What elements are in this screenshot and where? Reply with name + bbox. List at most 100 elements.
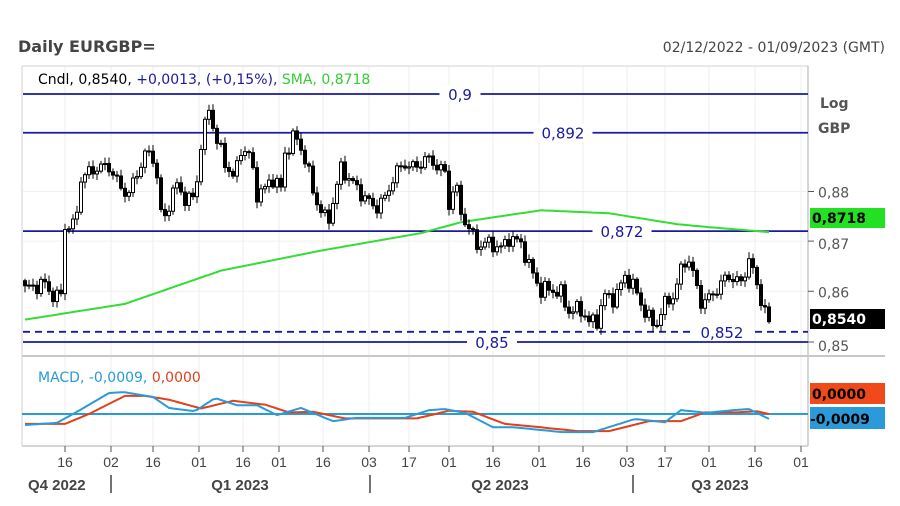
candle-body xyxy=(419,166,423,169)
candle xyxy=(23,278,27,293)
candle xyxy=(623,270,627,288)
candle xyxy=(419,160,423,174)
candle-body xyxy=(463,213,467,226)
candle xyxy=(99,160,103,174)
candle-body xyxy=(131,177,135,194)
candle-body xyxy=(671,298,675,305)
candle xyxy=(363,190,367,205)
candle-body xyxy=(643,304,647,318)
candle-body xyxy=(203,118,207,150)
candle xyxy=(599,299,603,335)
y-tick-label: 0,86 xyxy=(818,285,849,301)
macd-legend-label: MACD, xyxy=(38,370,84,386)
sma-price-tag: 0,8718 xyxy=(810,208,885,228)
candle xyxy=(295,126,299,146)
candle-body xyxy=(175,182,179,189)
candle-body xyxy=(403,165,407,169)
candle xyxy=(499,242,503,254)
level-label-bg xyxy=(533,123,593,142)
candle-body xyxy=(491,236,495,253)
candle xyxy=(31,278,35,291)
candle-body xyxy=(187,192,191,206)
candle xyxy=(671,292,675,311)
candle-body xyxy=(27,284,31,287)
candle-body xyxy=(575,301,579,313)
candle xyxy=(587,311,591,327)
candle-body xyxy=(387,190,391,196)
candle-body xyxy=(51,290,55,303)
candle-body xyxy=(331,202,335,224)
x-tick-label: 16 xyxy=(575,454,591,470)
candle-body xyxy=(271,179,275,188)
candle-body xyxy=(627,274,631,289)
level-label-bg xyxy=(692,322,752,341)
candle-body xyxy=(747,258,751,278)
candle-body xyxy=(391,182,395,192)
x-tick-label: 16 xyxy=(145,454,161,470)
candle xyxy=(187,190,191,211)
candle xyxy=(431,150,435,170)
candle-body xyxy=(347,178,351,181)
candle xyxy=(299,132,303,156)
candle xyxy=(399,161,403,172)
candle-body xyxy=(567,306,571,314)
candle xyxy=(271,173,275,190)
candle-body xyxy=(323,209,327,214)
candle-body xyxy=(199,148,203,183)
candle xyxy=(435,159,439,175)
candle-body xyxy=(475,229,479,250)
candle xyxy=(111,168,115,180)
candle-body xyxy=(763,305,767,308)
candle-body xyxy=(719,280,723,295)
candle xyxy=(627,268,631,293)
candle xyxy=(439,160,443,177)
candle xyxy=(367,193,371,205)
level-label-bg xyxy=(592,222,652,241)
candle-body xyxy=(191,192,195,198)
candle-body xyxy=(451,191,455,210)
candle xyxy=(91,160,95,179)
candle xyxy=(699,280,703,314)
candle xyxy=(275,174,279,194)
candle xyxy=(639,287,643,312)
candle xyxy=(463,207,467,228)
candle-body xyxy=(83,174,87,183)
candle xyxy=(255,161,259,209)
candle xyxy=(67,226,71,234)
candle-body xyxy=(631,278,635,289)
candle xyxy=(287,147,291,160)
candle xyxy=(43,273,47,289)
last-price-tag: 0,8540 xyxy=(810,309,885,329)
candle xyxy=(59,283,63,297)
candle-body xyxy=(75,211,79,220)
candle xyxy=(415,156,419,173)
candle xyxy=(727,271,731,283)
level-label-bg xyxy=(467,333,517,351)
candle-body xyxy=(415,161,419,168)
candle xyxy=(211,104,215,132)
candle xyxy=(491,231,495,258)
candle-body xyxy=(767,306,771,323)
x-tick-label: 17 xyxy=(657,454,673,470)
macd-tag-text: -0,0009 xyxy=(810,412,870,428)
candle-body xyxy=(563,284,567,308)
scale-label[interactable]: Log xyxy=(820,96,849,112)
candle-body xyxy=(171,187,175,212)
candle-body xyxy=(495,246,499,253)
candle-body xyxy=(219,142,223,145)
candle-body xyxy=(319,204,323,214)
legend-last: 0,8540, xyxy=(78,72,131,88)
candle xyxy=(331,197,335,227)
candle-body xyxy=(243,151,247,156)
candle xyxy=(427,153,431,163)
candle xyxy=(219,139,223,148)
candle xyxy=(611,287,615,314)
candle xyxy=(659,308,663,332)
candle xyxy=(667,292,671,308)
candle xyxy=(227,161,231,178)
x-tick-label: 01 xyxy=(271,454,287,470)
candle-body xyxy=(379,197,383,214)
candle-body xyxy=(739,276,743,282)
candle xyxy=(79,176,83,215)
quarter-q1-2023: Q1 2023 xyxy=(211,477,269,494)
